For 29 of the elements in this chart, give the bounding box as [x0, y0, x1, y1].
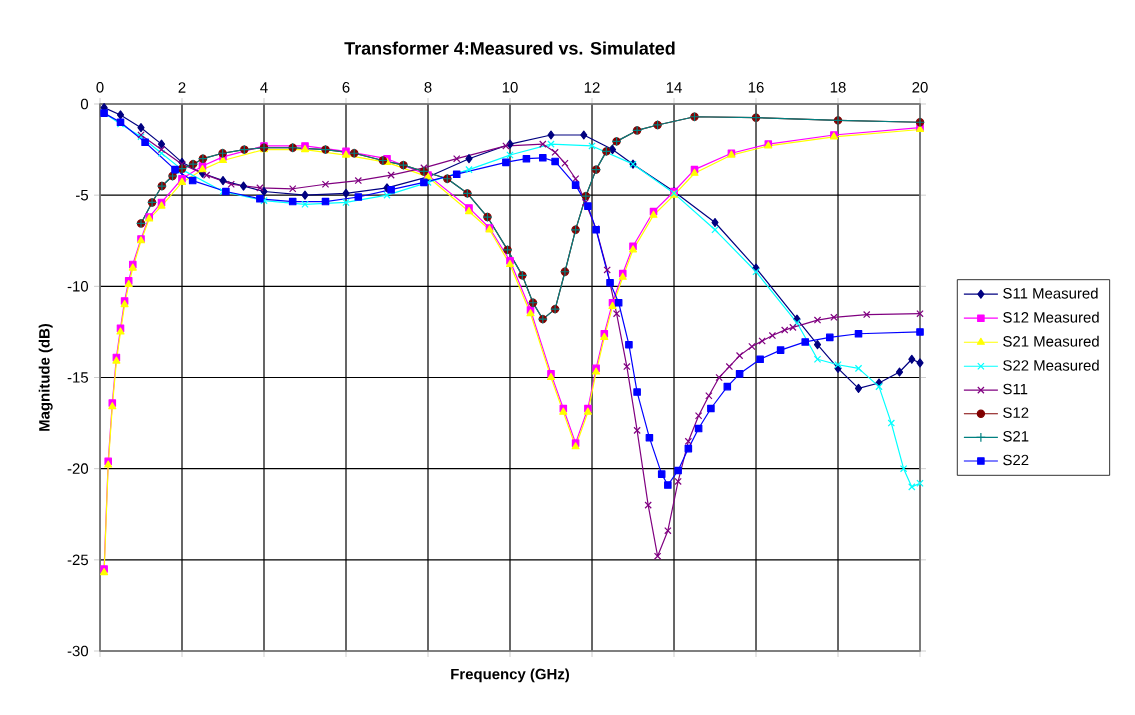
- y-tick-label: -25: [67, 554, 89, 566]
- y-tick-label: 0: [80, 98, 89, 110]
- x-tick-label: 2: [178, 82, 186, 93]
- x-tick-label: 6: [342, 82, 350, 93]
- x-tick-label: 8: [424, 82, 432, 93]
- x-tick-label: 4: [260, 82, 268, 93]
- x-tick-label: 12: [584, 82, 600, 93]
- legend-label: S21 Measured: [1003, 335, 1099, 347]
- y-tick-label: -20: [67, 463, 89, 474]
- chart-title: Transformer 4:Measured vs. Simulated: [344, 41, 675, 55]
- x-axis-title: Frequency (GHz): [451, 668, 570, 683]
- legend-label: S22 Measured: [1003, 359, 1099, 371]
- x-tick-label: 18: [830, 82, 846, 93]
- y-tick-label: -10: [67, 281, 89, 292]
- x-tick-label: 16: [748, 82, 764, 93]
- legend-label: S11 Measured: [1003, 287, 1098, 299]
- legend-label: S22: [1003, 454, 1029, 466]
- legend-label: S21: [1003, 431, 1029, 442]
- legend-label: S12 Measured: [1003, 311, 1099, 323]
- y-tick-label: -30: [67, 645, 89, 657]
- x-tick-label: 0: [96, 82, 104, 93]
- y-axis-title: Magnitude (dB): [38, 323, 53, 431]
- y-tick-label: -15: [67, 372, 89, 383]
- legend-label: S11: [1003, 383, 1028, 395]
- y-tick-label: -5: [76, 189, 89, 201]
- x-tick-label: 10: [502, 82, 518, 93]
- x-tick-label: 20: [912, 82, 928, 93]
- x-tick-label: 14: [666, 82, 682, 93]
- legend-label: S12: [1003, 407, 1029, 418]
